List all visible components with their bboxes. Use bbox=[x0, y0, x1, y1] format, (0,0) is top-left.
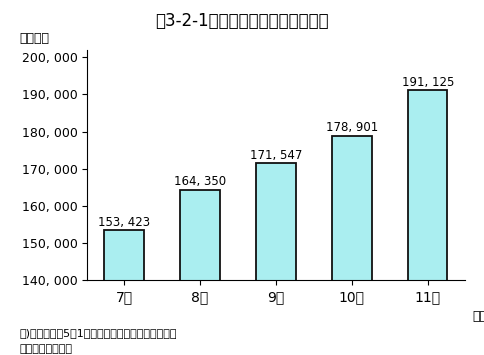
Bar bbox=[180, 190, 220, 355]
Text: （人数）: （人数） bbox=[19, 32, 49, 45]
Bar bbox=[408, 90, 448, 355]
Text: 164, 350: 164, 350 bbox=[174, 175, 226, 189]
Text: 注)各年度とも5月1日現在の数値を使用している。: 注)各年度とも5月1日現在の数値を使用している。 bbox=[19, 328, 177, 338]
Text: 153, 423: 153, 423 bbox=[98, 216, 150, 229]
Bar bbox=[256, 163, 296, 355]
Text: 178, 901: 178, 901 bbox=[326, 121, 378, 134]
Bar bbox=[332, 136, 372, 355]
Bar bbox=[104, 230, 144, 355]
Text: 191, 125: 191, 125 bbox=[402, 76, 454, 89]
Text: （年度）: （年度） bbox=[472, 310, 484, 323]
Text: 171, 547: 171, 547 bbox=[250, 148, 302, 162]
Text: 資料：文部省調べ: 資料：文部省調べ bbox=[19, 344, 73, 354]
Text: 第3-2-1図　大学院在学者数の推移: 第3-2-1図 大学院在学者数の推移 bbox=[155, 12, 329, 31]
